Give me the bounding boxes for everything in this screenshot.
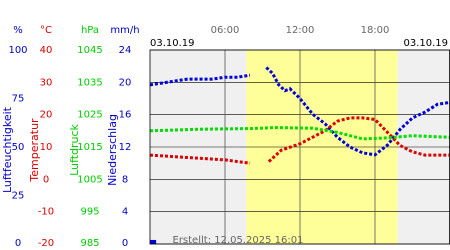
series-line xyxy=(149,66,450,157)
y-tick-label: -20 xyxy=(38,238,54,249)
y-tick-label: 4 xyxy=(122,207,128,218)
y-tick-label: 16 xyxy=(119,110,132,121)
y-tick-label: 40 xyxy=(40,45,53,56)
y-tick-label: 12 xyxy=(119,142,132,153)
y-tick-label: 30 xyxy=(40,77,53,88)
y-tick-label: -10 xyxy=(38,207,54,218)
y-tick-label: 20 xyxy=(40,110,53,121)
y-tick-label: 985 xyxy=(80,238,99,249)
series-line xyxy=(149,126,450,141)
y-tick-label: 20 xyxy=(119,77,132,88)
axis-title: Luftdruck xyxy=(68,123,81,175)
y-tick-label: 0 xyxy=(43,174,49,185)
axis-unit: % xyxy=(13,25,23,36)
y-tick-label: 10 xyxy=(40,142,53,153)
y-tick-label: 0 xyxy=(122,238,128,249)
y-tick-label: 1015 xyxy=(77,142,102,153)
axis-unit: hPa xyxy=(81,25,99,36)
date-left: 03.10.19 xyxy=(150,38,195,49)
y-tick-label: 1005 xyxy=(77,174,102,185)
y-tick-label: 24 xyxy=(119,45,132,56)
date-right: 03.10.19 xyxy=(403,38,448,49)
axis-title: Luftfeuchtigkeit xyxy=(1,106,14,193)
y-tick-label: 50 xyxy=(12,142,25,153)
y-tick-label: 0 xyxy=(15,238,21,249)
x-tick-label: 12:00 xyxy=(286,25,315,36)
y-tick-label: 25 xyxy=(12,191,25,202)
y-tick-label: 995 xyxy=(80,207,99,218)
y-tick-label: 8 xyxy=(122,174,128,185)
axis-unit: mm/h xyxy=(110,25,139,36)
y-tick-label: 1045 xyxy=(77,45,102,56)
y-tick-label: 75 xyxy=(12,94,25,105)
y-tick-label: 100 xyxy=(8,45,27,56)
y-tick-label: 1035 xyxy=(77,77,102,88)
axis-title: Niederschlag xyxy=(106,114,119,186)
footer: Erstellt: 12.05.2025 16:01 xyxy=(173,235,304,246)
x-tick-label: 18:00 xyxy=(361,25,390,36)
series-line xyxy=(149,116,450,165)
axis-unit: °C xyxy=(40,25,52,36)
axis-title: Temperatur xyxy=(28,118,41,183)
precip-bar xyxy=(150,239,157,244)
x-tick-label: 06:00 xyxy=(211,25,240,36)
y-tick-label: 1025 xyxy=(77,110,102,121)
